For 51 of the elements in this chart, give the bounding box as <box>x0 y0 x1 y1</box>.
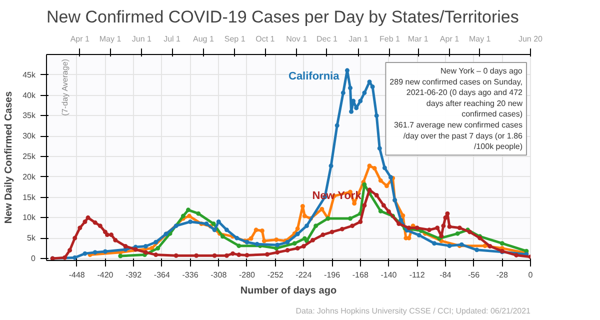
x2-tick-label: Mar 1 <box>408 34 429 44</box>
x-tick-label: -448 <box>68 270 86 280</box>
x-axis-title: Number of days ago <box>240 286 337 296</box>
x2-tick-label: Jan 1 <box>348 34 369 44</box>
x-tick-label: -308 <box>210 270 228 280</box>
x-tick-label: -168 <box>352 270 369 280</box>
y-tick-label: 5k <box>27 234 36 243</box>
annotation: (7-day Average) <box>60 58 70 116</box>
chart-title: New Confirmed COVID-19 Cases per Day by States/Territories <box>46 8 519 26</box>
x-tick-label: -392 <box>126 270 142 280</box>
y-tick-label: 10k <box>22 213 36 222</box>
x2-tick-label: Nov 1 <box>286 34 308 44</box>
y-tick-label: 15k <box>22 192 36 202</box>
x-tick-label: 0 <box>528 270 534 280</box>
x-tick-label: -224 <box>296 270 312 280</box>
x2-tick-label: Jun 1 <box>132 34 152 44</box>
text: Data: Johns Hopkins University CSSE / CCI; Updated: 06/21/2021 <box>296 306 532 316</box>
x2-tick-label: Dec 1 <box>316 34 338 44</box>
y-tick-label: 45k <box>22 70 36 80</box>
x-tick-label: -196 <box>324 270 341 280</box>
y-tick-label: 30k <box>22 132 36 141</box>
y-tick-label: 35k <box>22 111 36 120</box>
annotation: 289 new confirmed cases on Sunday, 2021-06-20 (0 days ago and 472 days after reaching 20 new confirmed cases) <box>390 77 524 119</box>
x2-tick-label: Oct 1 <box>256 34 276 44</box>
annotation: New York – 0 days ago <box>440 66 523 76</box>
x2-tick-label: Apr 1 <box>440 34 460 44</box>
x2-tick-label: Sep 1 <box>224 34 246 44</box>
x2-tick-label: Feb 1 <box>380 34 401 44</box>
x2-tick-label: Jun 20 <box>518 34 544 44</box>
y-tick-label: 25k <box>22 152 36 161</box>
x-tick-label: -112 <box>409 270 426 280</box>
x-tick-label: -252 <box>267 270 284 280</box>
x2-tick-label: Jul 1 <box>164 34 182 44</box>
x2-tick-label: Aug 1 <box>192 34 214 44</box>
y-tick-label: 40k <box>22 90 36 100</box>
y-tick-label: 20k <box>22 172 36 182</box>
x2-tick-label: May 1 <box>99 34 122 44</box>
x-tick-label: -336 <box>182 270 199 280</box>
y-axis-title: New Daily Confirmed Cases <box>4 90 15 224</box>
x-tick-label: -28 <box>496 270 508 280</box>
series-label: California <box>288 70 340 82</box>
annotation: 361.7 average new confirmed cases /day over the past 7 days (or 1.86 /100k people) <box>394 120 524 152</box>
x-tick-label: -56 <box>468 270 480 280</box>
x-tick-label: -420 <box>97 270 114 280</box>
x-tick-label: -140 <box>380 270 398 280</box>
y-tick-label: 0 <box>31 254 36 263</box>
x-tick-label: -280 <box>238 270 256 280</box>
x-tick-label: -364 <box>154 270 170 280</box>
x-tick-label: -84 <box>440 270 452 280</box>
x2-tick-label: Apr 1 <box>70 34 90 44</box>
x2-tick-label: May 1 <box>468 34 492 44</box>
